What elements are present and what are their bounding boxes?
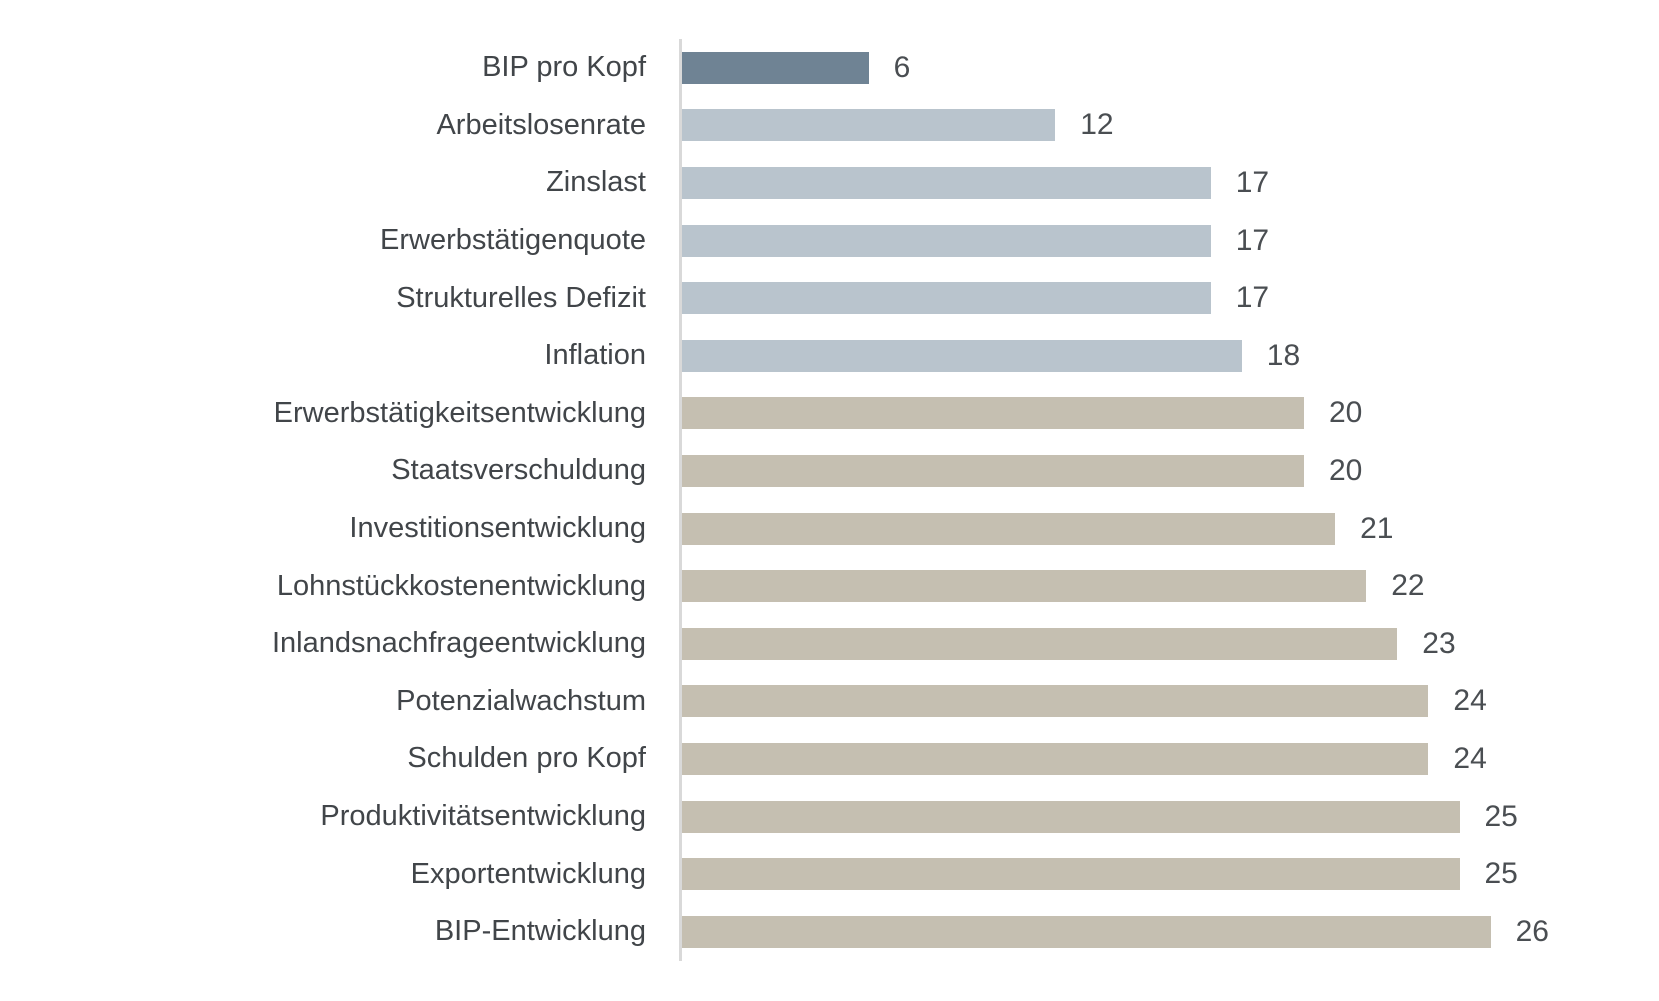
chart-row: Erwerbstätigkeitsentwicklung 20 (0, 385, 1659, 443)
plot-area: 25 (679, 845, 1659, 903)
bar (682, 915, 1491, 948)
plot-area: 17 (679, 269, 1659, 327)
category-label: Inflation (544, 339, 646, 372)
category-label: Potenzialwachstum (396, 684, 646, 717)
category-label: BIP-Entwicklung (434, 915, 646, 948)
chart-row: Exportentwicklung 25 (0, 845, 1659, 903)
value-label: 12 (1080, 108, 1114, 142)
bar (682, 454, 1304, 487)
category-label: Produktivitätsentwicklung (320, 800, 646, 833)
bar (682, 742, 1429, 775)
plot-area: 25 (679, 788, 1659, 846)
y-axis-line (679, 39, 682, 961)
plot-area: 6 (679, 39, 1659, 97)
chart-row: Strukturelles Defizit 17 (0, 269, 1659, 327)
chart-row: Investitionsentwicklung 21 (0, 500, 1659, 558)
category-label: Arbeitslosenrate (436, 108, 646, 141)
bar (682, 282, 1211, 315)
value-label: 6 (893, 50, 911, 84)
value-label: 23 (1422, 626, 1456, 660)
bar (682, 51, 869, 84)
chart-row: Staatsverschuldung 20 (0, 442, 1659, 500)
bar (682, 224, 1211, 257)
chart-row: Zinslast 17 (0, 154, 1659, 212)
category-label: Exportentwicklung (410, 857, 646, 890)
plot-area: 23 (679, 615, 1659, 673)
value-label: 22 (1391, 569, 1425, 603)
chart-row: Inflation 18 (0, 327, 1659, 385)
value-label: 17 (1235, 281, 1270, 315)
chart-row: Produktivitätsentwicklung 25 (0, 788, 1659, 846)
plot-area: 17 (679, 154, 1659, 212)
chart-row: Schulden pro Kopf 24 (0, 730, 1659, 788)
category-label: Staatsverschuldung (391, 454, 646, 487)
plot-area: 17 (679, 212, 1659, 270)
value-label: 24 (1453, 684, 1487, 718)
category-label: Strukturelles Defizit (396, 281, 646, 314)
plot-area: 12 (679, 97, 1659, 155)
value-label: 17 (1235, 165, 1270, 199)
bar (682, 858, 1460, 891)
category-label: Zinslast (546, 166, 646, 199)
value-label: 21 (1360, 511, 1394, 545)
chart-row: Erwerbstätigenquote 17 (0, 212, 1659, 270)
category-label: Erwerbstätigkeitsentwicklung (273, 396, 646, 429)
plot-area: 21 (679, 500, 1659, 558)
chart-row: Arbeitslosenrate 12 (0, 97, 1659, 155)
category-label: Schulden pro Kopf (407, 742, 646, 775)
plot-area: 24 (679, 673, 1659, 731)
bar (682, 397, 1304, 430)
plot-area: 26 (679, 903, 1659, 961)
bar (682, 800, 1460, 833)
category-label: BIP pro Kopf (482, 51, 646, 84)
chart-row: Inlandsnachfrageentwicklung 23 (0, 615, 1659, 673)
value-label: 25 (1484, 857, 1518, 891)
chart-row: BIP-Entwicklung 26 (0, 903, 1659, 961)
chart-row: Potenzialwachstum 24 (0, 673, 1659, 731)
chart-row: BIP pro Kopf 6 (0, 39, 1659, 97)
category-label: Investitionsentwicklung (349, 512, 646, 545)
value-label: 18 (1266, 338, 1301, 372)
chart-rows: BIP pro Kopf 6 Arbeitslosenrate 12 Zinslast 1… (0, 39, 1659, 961)
bar (682, 512, 1336, 545)
value-label: 20 (1329, 453, 1363, 487)
bar (682, 570, 1367, 603)
plot-area: 22 (679, 557, 1659, 615)
value-label: 25 (1484, 799, 1518, 833)
value-label: 26 (1515, 914, 1549, 948)
value-label: 20 (1329, 396, 1363, 430)
plot-area: 20 (679, 385, 1659, 443)
value-label: 17 (1235, 223, 1270, 257)
bar (682, 339, 1242, 372)
plot-area: 24 (679, 730, 1659, 788)
bar (682, 685, 1429, 718)
bar (682, 109, 1056, 142)
category-label: Erwerbstätigenquote (380, 224, 646, 257)
value-label: 24 (1453, 741, 1487, 775)
category-label: Lohnstückkostenentwicklung (276, 569, 646, 602)
plot-area: 18 (679, 327, 1659, 385)
plot-area: 20 (679, 442, 1659, 500)
bar (682, 627, 1398, 660)
bar (682, 166, 1211, 199)
category-label: Inlandsnachfrageentwicklung (271, 627, 646, 660)
chart-row: Lohnstückkostenentwicklung 22 (0, 557, 1659, 615)
